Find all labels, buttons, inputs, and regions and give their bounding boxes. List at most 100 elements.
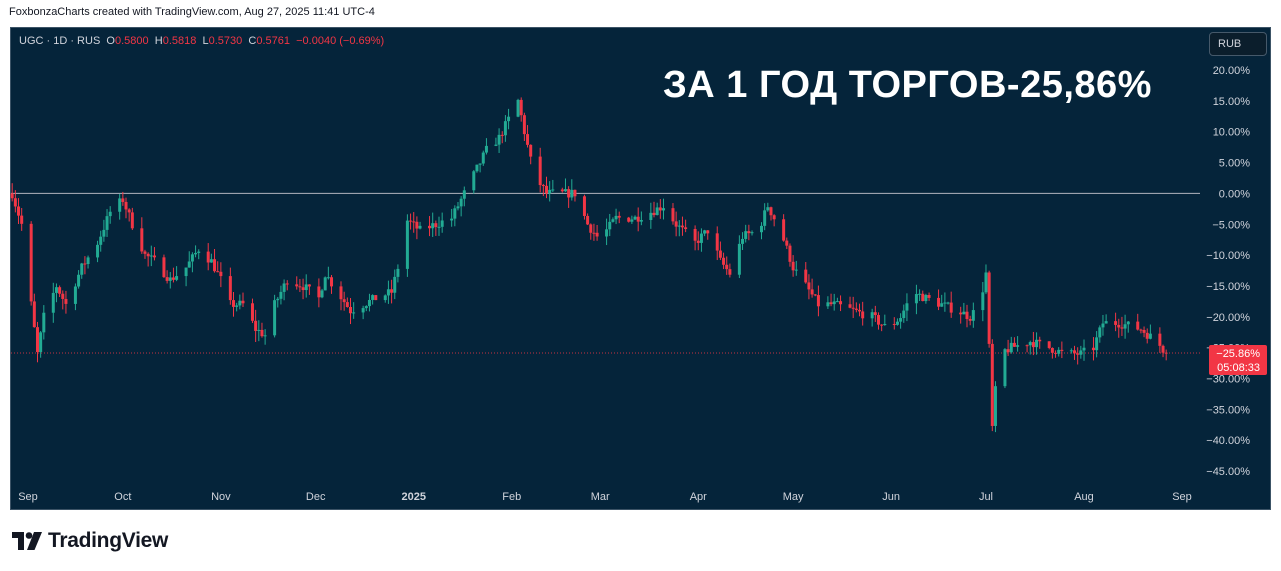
candle-body <box>348 306 352 314</box>
candle-body <box>763 210 767 226</box>
symbol-legend[interactable]: UGC · 1D · RUS O0.5800 H0.5818 L0.5730 C… <box>19 35 384 47</box>
candle-body <box>760 225 764 233</box>
candle-body <box>481 152 485 164</box>
candle-body <box>586 215 590 225</box>
candle-body <box>563 189 567 192</box>
candle-body <box>526 134 530 145</box>
candle-body <box>661 208 665 211</box>
candle-body <box>140 228 144 252</box>
candle-body <box>1082 347 1086 351</box>
candle-body <box>152 255 156 258</box>
candle-body <box>17 206 21 216</box>
candle-body <box>190 254 194 262</box>
high-label: H <box>154 35 163 47</box>
candle-body <box>883 323 887 325</box>
candle-body <box>538 156 542 186</box>
candle-body <box>374 295 378 301</box>
currency-button[interactable]: RUB <box>1209 32 1267 56</box>
candle-body <box>213 259 217 272</box>
candle-body <box>639 219 643 222</box>
candle-body <box>937 297 941 307</box>
candle-body <box>630 219 634 222</box>
candle-body <box>617 215 621 218</box>
candle-body <box>750 232 754 234</box>
candle-body <box>462 190 466 199</box>
candle-body <box>298 286 302 288</box>
x-tick-label: Sep <box>18 491 38 503</box>
candle-body <box>20 215 24 224</box>
candle-body <box>965 311 969 319</box>
candle-body <box>39 332 43 353</box>
candle-body <box>1016 345 1020 347</box>
chart-panel[interactable] <box>10 27 1271 510</box>
candle-body <box>990 343 994 426</box>
candle-body <box>1038 339 1042 342</box>
y-tick-label: −5.00% <box>1212 219 1250 231</box>
open-label: O <box>106 35 115 47</box>
y-tick-label: −40.00% <box>1206 435 1250 447</box>
candle-body <box>149 255 153 257</box>
candle-body <box>981 292 985 311</box>
candle-body <box>560 189 564 192</box>
candle-body <box>573 189 577 197</box>
y-tick-label: 15.00% <box>1213 96 1251 108</box>
candle-body <box>77 274 81 287</box>
x-tick-label: Aug <box>1074 491 1094 503</box>
candle-body <box>699 233 703 243</box>
candle-body <box>1054 352 1058 354</box>
candle-body <box>993 386 997 426</box>
candle-body <box>1025 345 1029 347</box>
candle-body <box>250 303 254 321</box>
candle-body <box>677 225 681 227</box>
close-value: 0.5761 <box>256 35 290 47</box>
candle-body <box>839 301 843 305</box>
candle-body <box>80 263 84 275</box>
candle-body <box>611 219 615 222</box>
candle-body <box>295 284 299 287</box>
candle-body <box>209 259 213 263</box>
candle-body <box>649 212 653 220</box>
candle-body <box>816 295 820 307</box>
candle-body <box>285 283 289 285</box>
candle-body <box>592 232 596 234</box>
candle-body <box>409 220 413 222</box>
candle-body <box>304 284 308 291</box>
candle-body <box>352 312 356 314</box>
candle-body <box>880 324 884 326</box>
candle-body <box>582 196 586 216</box>
candle-body <box>418 225 422 229</box>
candle-body <box>794 269 798 271</box>
candle-body <box>301 287 305 291</box>
candle-body <box>570 189 574 198</box>
candle-body <box>551 189 555 191</box>
candle-body <box>187 261 191 268</box>
x-tick-label: 2025 <box>401 491 425 503</box>
candle-body <box>61 293 65 299</box>
candle-body <box>96 244 100 258</box>
candle-body <box>522 115 526 135</box>
candle-body <box>541 185 545 187</box>
y-tick-label: −35.00% <box>1206 404 1250 416</box>
candle-body <box>858 309 862 312</box>
candle-body <box>428 225 432 229</box>
x-tick-label: Nov <box>211 491 231 503</box>
candle-body <box>1028 342 1032 346</box>
last-price-value: −25.86% <box>1216 348 1260 360</box>
symbol-label[interactable]: UGC · 1D · RUS <box>19 35 101 47</box>
candle-body <box>459 198 463 207</box>
y-tick-label: 0.00% <box>1219 188 1250 200</box>
tradingview-logo[interactable]: TradingView <box>12 529 168 553</box>
candle-body <box>788 245 792 262</box>
candle-body <box>595 232 599 237</box>
candle-body <box>873 312 877 316</box>
candle-body <box>652 212 656 216</box>
candle-body <box>718 250 722 258</box>
candle-body <box>892 323 896 325</box>
candle-body <box>197 251 201 253</box>
candle-body <box>32 301 36 328</box>
candle-body <box>589 224 593 233</box>
candle-body <box>905 303 909 311</box>
candle-body <box>870 312 874 319</box>
candle-body <box>703 230 707 234</box>
